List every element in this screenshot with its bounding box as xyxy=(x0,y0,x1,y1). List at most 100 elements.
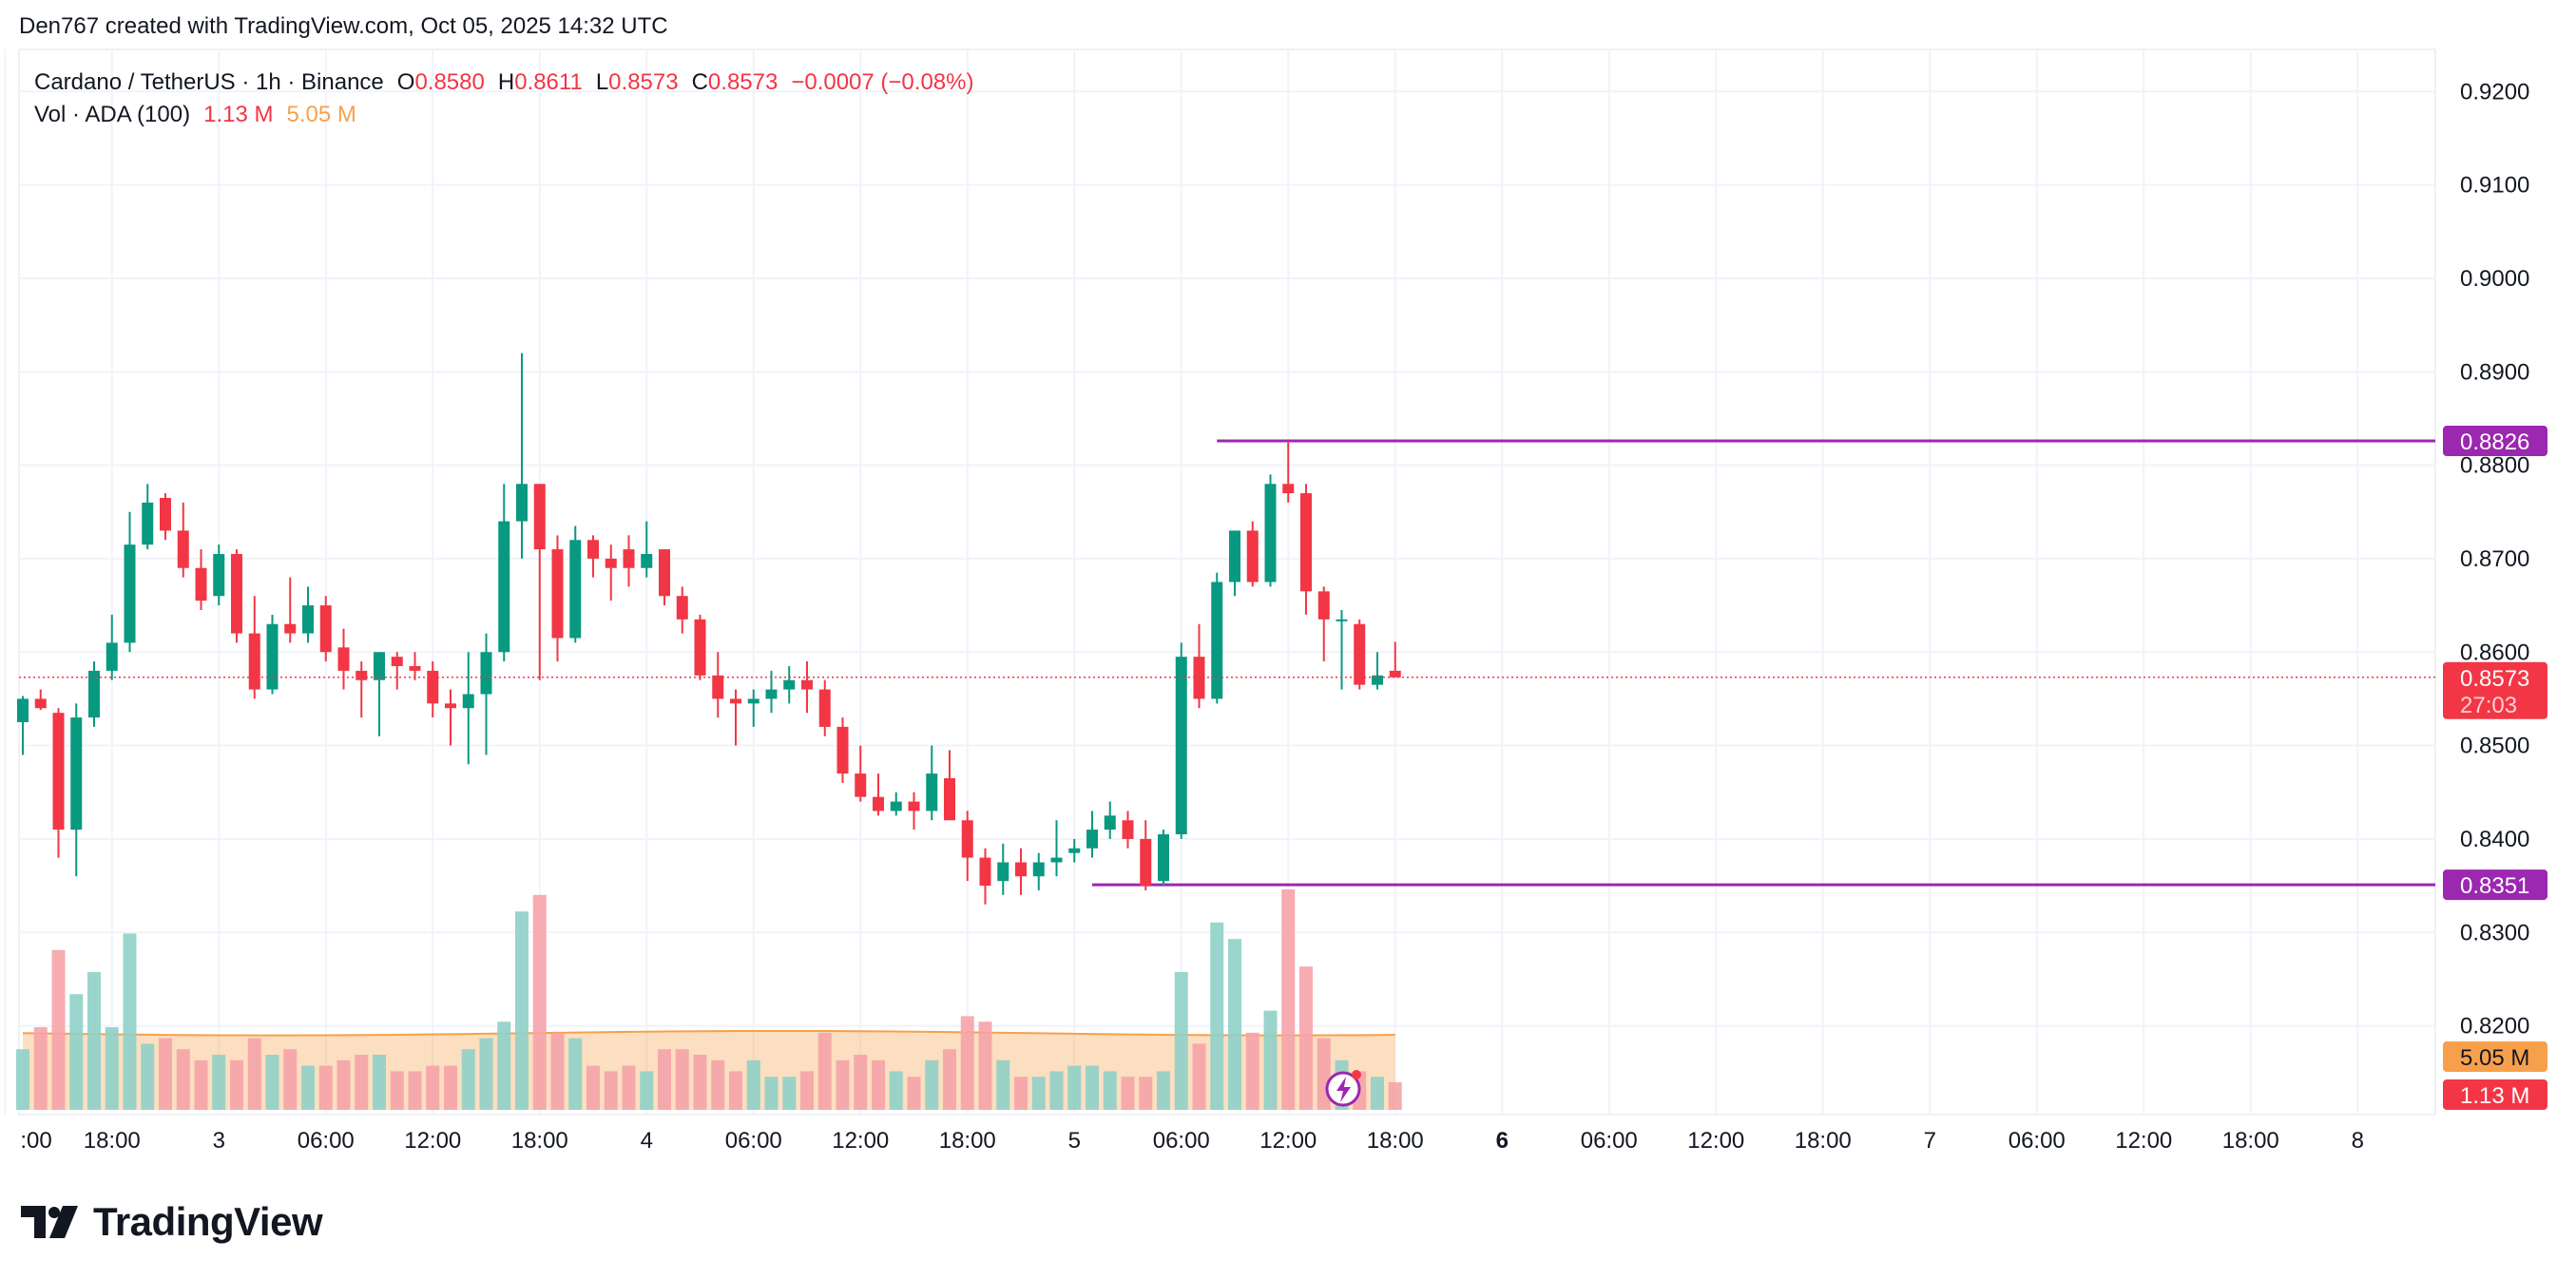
candle-body[interactable] xyxy=(1317,591,1330,620)
volume-bar xyxy=(1139,1077,1153,1110)
candle-body[interactable] xyxy=(177,530,189,568)
candle-body[interactable] xyxy=(926,773,938,811)
candle-body[interactable] xyxy=(1068,848,1081,853)
candle-body[interactable] xyxy=(944,778,955,821)
candle-body[interactable] xyxy=(890,801,902,811)
candle-body[interactable] xyxy=(1015,862,1027,877)
candle-body[interactable] xyxy=(516,484,528,522)
candle-body[interactable] xyxy=(319,605,332,653)
volume-ma-area xyxy=(22,1029,1395,1110)
candle-body[interactable] xyxy=(801,679,813,690)
candle-body[interactable] xyxy=(88,670,100,718)
volume-bar xyxy=(301,1065,315,1110)
tradingview-logo[interactable]: TradingView xyxy=(21,1199,323,1245)
candle-body[interactable] xyxy=(106,642,118,671)
alert-button[interactable] xyxy=(1325,1070,1361,1107)
candle-body[interactable] xyxy=(1175,657,1187,834)
candle-body[interactable] xyxy=(623,549,635,568)
alert-dot-icon xyxy=(1352,1070,1361,1079)
candle-body[interactable] xyxy=(961,820,973,858)
candle-body[interactable] xyxy=(1246,530,1259,582)
candle-body[interactable] xyxy=(818,689,831,727)
candle-body[interactable] xyxy=(836,726,849,774)
candle-body[interactable] xyxy=(730,698,741,704)
candle-body[interactable] xyxy=(997,862,1009,882)
candle-body[interactable] xyxy=(374,652,385,680)
candle-body[interactable] xyxy=(70,717,83,830)
x-tick-label: 06:00 xyxy=(725,1128,782,1154)
candle-body[interactable] xyxy=(462,694,474,709)
candle-body[interactable] xyxy=(142,502,154,545)
candle-body[interactable] xyxy=(1282,484,1295,494)
candle-body[interactable] xyxy=(533,484,546,550)
candle-body[interactable] xyxy=(783,679,796,690)
legend-price-row: Cardano / TetherUS · 1h · Binance O 0.85… xyxy=(34,67,973,99)
candle-body[interactable] xyxy=(337,647,350,671)
volume-bar xyxy=(996,1059,1010,1110)
volume-bar xyxy=(1263,1010,1278,1110)
candle-body[interactable] xyxy=(213,554,225,597)
candle-body[interactable] xyxy=(124,544,136,643)
volume-bar xyxy=(390,1071,404,1110)
candle-body[interactable] xyxy=(17,698,29,722)
candle-body[interactable] xyxy=(765,689,778,699)
candle-body[interactable] xyxy=(979,857,991,887)
candle-body[interactable] xyxy=(1140,838,1152,887)
candle-body[interactable] xyxy=(480,652,492,695)
candle-body[interactable] xyxy=(248,633,260,690)
candle-body[interactable] xyxy=(409,666,421,671)
candle-body[interactable] xyxy=(605,558,617,568)
candle-body[interactable] xyxy=(1104,815,1116,830)
volume-bar xyxy=(355,1055,369,1110)
candle-body[interactable] xyxy=(52,713,65,830)
candle-body[interactable] xyxy=(747,698,759,704)
candle-body[interactable] xyxy=(1122,820,1134,839)
candle-body[interactable] xyxy=(195,567,207,601)
candle-body[interactable] xyxy=(1211,582,1223,699)
candle-body[interactable] xyxy=(694,619,706,676)
candle-body[interactable] xyxy=(1354,623,1366,685)
horizontal-levels[interactable] xyxy=(1092,439,2435,887)
candle-body[interactable] xyxy=(873,796,884,811)
candle-body[interactable] xyxy=(284,623,297,634)
candle-body[interactable] xyxy=(676,596,688,620)
candle-body[interactable] xyxy=(160,498,171,531)
candle-body[interactable] xyxy=(1372,675,1383,685)
volume-bar xyxy=(1121,1077,1135,1110)
candle-body[interactable] xyxy=(231,554,242,634)
candle-body[interactable] xyxy=(1264,484,1277,582)
volume-bar xyxy=(69,994,84,1110)
candle-body[interactable] xyxy=(1229,530,1240,582)
candle-body[interactable] xyxy=(1336,619,1348,621)
candle-body[interactable] xyxy=(356,670,368,680)
candle-body[interactable] xyxy=(427,670,439,704)
candle-body[interactable] xyxy=(266,623,279,690)
candle-body[interactable] xyxy=(1158,834,1169,882)
volume-indicator-title[interactable]: Vol · ADA (100) xyxy=(34,102,191,127)
candle-body[interactable] xyxy=(587,540,599,559)
candle-body[interactable] xyxy=(391,657,403,666)
candle-body[interactable] xyxy=(908,801,920,811)
candle-body[interactable] xyxy=(445,703,456,709)
candle-body[interactable] xyxy=(551,549,564,639)
candle-body[interactable] xyxy=(302,605,314,634)
candle-body[interactable] xyxy=(1086,830,1098,849)
candle-body[interactable] xyxy=(1032,862,1045,877)
candle-body[interactable] xyxy=(712,675,724,699)
candlesticks[interactable] xyxy=(17,353,1401,905)
volume-bar xyxy=(141,1043,155,1110)
volume-label-bg xyxy=(2443,1079,2547,1110)
candle-body[interactable] xyxy=(34,698,47,709)
candle-body[interactable] xyxy=(498,521,510,653)
symbol-title[interactable]: Cardano / TetherUS · 1h · Binance xyxy=(34,69,384,95)
candle-body[interactable] xyxy=(1389,670,1401,678)
low-value: 0.8573 xyxy=(608,69,679,95)
candle-body[interactable] xyxy=(641,554,653,568)
candle-body[interactable] xyxy=(569,540,582,639)
candle-body[interactable] xyxy=(855,773,867,797)
candle-body[interactable] xyxy=(659,549,670,597)
candle-body[interactable] xyxy=(1300,493,1312,592)
volume-bar xyxy=(800,1071,814,1110)
candle-body[interactable] xyxy=(1050,857,1063,863)
